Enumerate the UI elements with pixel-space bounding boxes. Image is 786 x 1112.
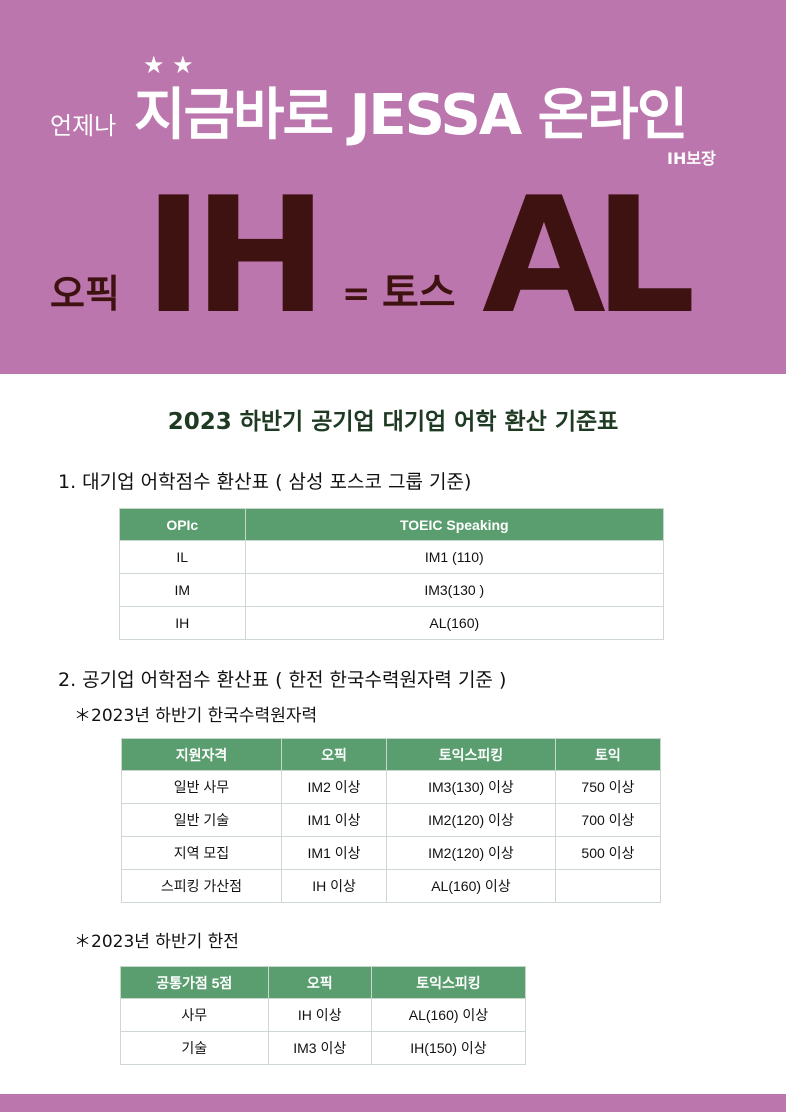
page-title: 2023 하반기 공기업 대기업 어학 환산 기준표: [167, 409, 619, 435]
cell: IM3 이상: [267, 1031, 372, 1065]
khnp-table: 지원자격 오픽 토익스피킹 토익 일반 사무 IM2 이상 IM3(130) 이상 7…: [121, 738, 662, 903]
khnp-subheading: ＊2023년 하반기 한국수력원자력: [74, 706, 318, 726]
section1-heading: 1. 대기업 어학점수 환산표 ( 삼성 포스코 그룹 기준): [58, 471, 472, 493]
cell: IM1 이상: [280, 803, 388, 837]
cell: IM1 이상: [280, 836, 388, 870]
cell: IM3(130 ): [244, 573, 665, 607]
opic-grade: IH: [144, 162, 327, 349]
cell: AL(160) 이상: [370, 998, 527, 1032]
table-row: 일반 사무 IM2 이상 IM3(130) 이상 750 이상: [121, 770, 662, 804]
kepco-table: 공통가점 5점 오픽 토익스피킹 사무 IH 이상 AL(160) 이상 기술 IM3…: [120, 966, 527, 1065]
hero-prefix: 언제나: [50, 112, 117, 140]
equals-sign: =: [342, 274, 371, 314]
cell: IH(150) 이상: [370, 1031, 527, 1065]
header-cell: TOEIC Speaking: [244, 508, 665, 541]
cell: IH 이상: [280, 869, 388, 903]
hero-banner: ★ ★ 언제나 지금바로 JESSA 온라인 IH보장 오픽 IH = 토스 A…: [0, 0, 786, 374]
opic-label: 오픽: [50, 272, 120, 316]
header-cell: 토익스피킹: [370, 966, 527, 999]
footer-bar: [0, 1094, 786, 1112]
cell: IM3(130) 이상: [386, 770, 556, 804]
cell: 일반 사무: [121, 770, 282, 804]
header-cell: 지원자격: [121, 738, 282, 771]
hero-headline: 지금바로 JESSA 온라인: [134, 83, 688, 148]
table-row: 스피킹 가산점 IH 이상 AL(160) 이상: [121, 869, 662, 903]
cell: IM2(120) 이상: [386, 803, 556, 837]
cell: 지역 모집: [121, 836, 282, 870]
cell: 사무: [120, 998, 269, 1032]
cell: IM2(120) 이상: [386, 836, 556, 870]
cell: [554, 869, 662, 903]
cell: AL(160) 이상: [386, 869, 556, 903]
stars-icon: ★ ★: [143, 51, 194, 79]
table-row: IL IM1 (110): [119, 540, 665, 574]
cell: 700 이상: [554, 803, 662, 837]
header-cell: 오픽: [267, 966, 372, 999]
table-row: 지역 모집 IM1 이상 IM2(120) 이상 500 이상: [121, 836, 662, 870]
guarantee-label: IH보장: [667, 149, 716, 168]
cell: IH 이상: [267, 998, 372, 1032]
toss-grade: AL: [482, 162, 696, 349]
header-cell: 오픽: [280, 738, 388, 771]
header-cell: OPIc: [119, 508, 246, 541]
conglomerate-table: OPIc TOEIC Speaking IL IM1 (110) IM IM3(130…: [119, 508, 665, 640]
cell: 일반 기술: [121, 803, 282, 837]
table-row: 사무 IH 이상 AL(160) 이상: [120, 998, 527, 1032]
table-row: 기술 IM3 이상 IH(150) 이상: [120, 1031, 527, 1065]
toss-label: 토스: [382, 270, 456, 316]
cell: 기술: [120, 1031, 269, 1065]
header-cell: 토익: [554, 738, 662, 771]
cell: IL: [119, 540, 246, 574]
cell: IM1 (110): [244, 540, 665, 574]
kepco-subheading: ＊2023년 하반기 한전: [74, 932, 239, 952]
header-cell: 토익스피킹: [386, 738, 556, 771]
cell: IM2 이상: [280, 770, 388, 804]
cell: IH: [119, 606, 246, 640]
table-row: 일반 기술 IM1 이상 IM2(120) 이상 700 이상: [121, 803, 662, 837]
cell: 750 이상: [554, 770, 662, 804]
section2-heading: 2. 공기업 어학점수 환산표 ( 한전 한국수력원자력 기준 ): [58, 669, 507, 691]
header-cell: 공통가점 5점: [120, 966, 269, 999]
cell: IM: [119, 573, 246, 607]
cell: 500 이상: [554, 836, 662, 870]
table-row: IH AL(160): [119, 606, 665, 640]
cell: 스피킹 가산점: [121, 869, 282, 903]
cell: AL(160): [244, 606, 665, 640]
table-row: IM IM3(130 ): [119, 573, 665, 607]
